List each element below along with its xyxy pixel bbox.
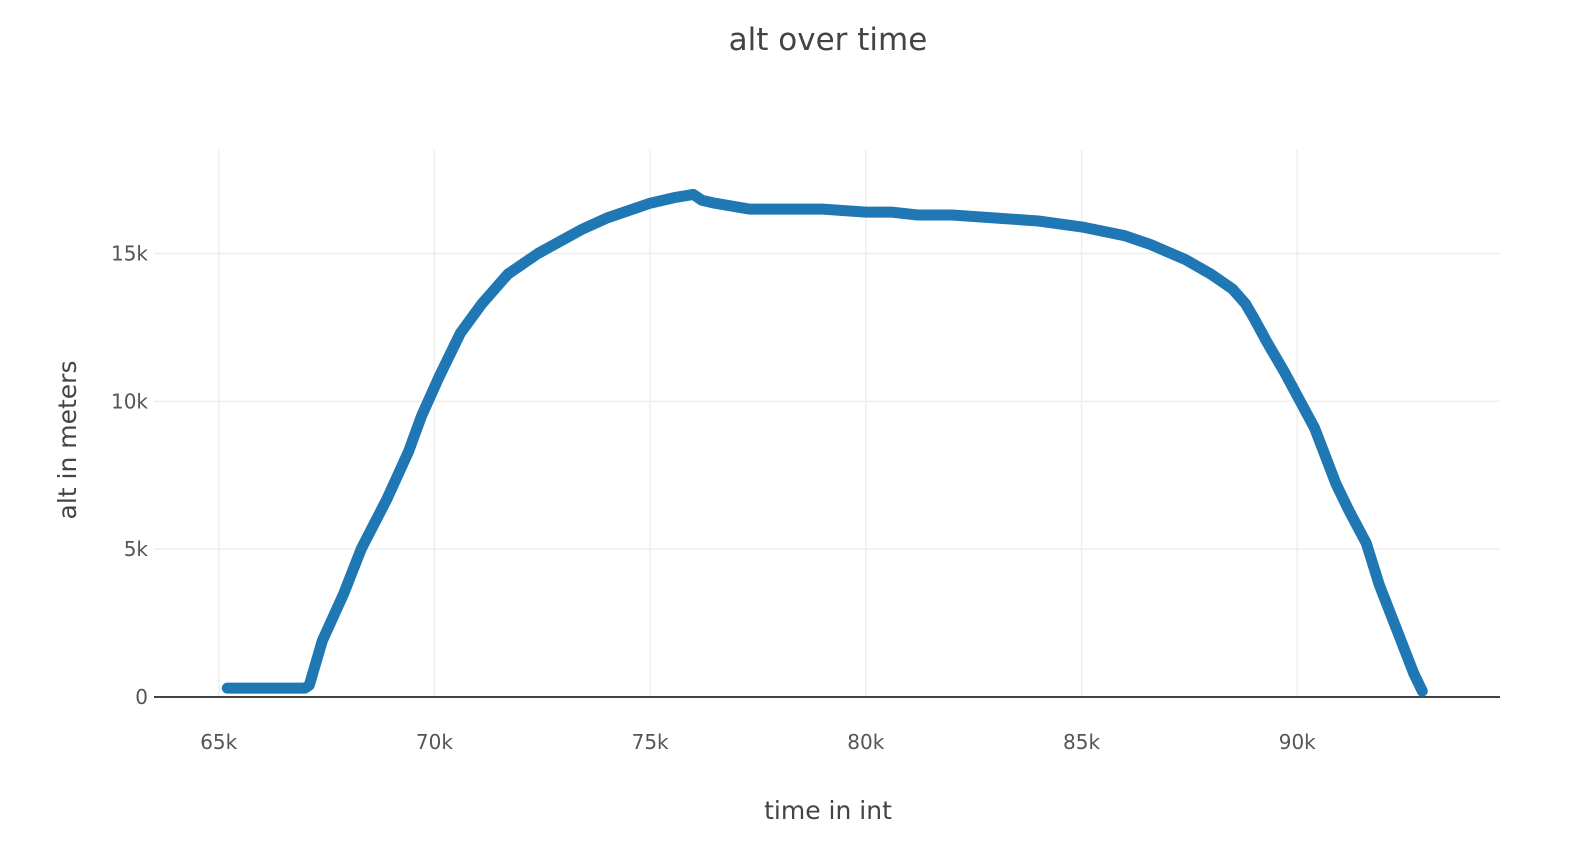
x-axis-ticks: 65k 70k 75k 80k 85k 90k (200, 730, 1316, 754)
chart-title: alt over time (729, 22, 928, 58)
x-axis-title: time in int (764, 796, 892, 825)
y-tick-label-2: 10k (111, 389, 148, 413)
x-tick-label-2: 75k (632, 730, 669, 754)
x-tick-label-0: 65k (200, 730, 237, 754)
x-tick-label-5: 90k (1279, 730, 1316, 754)
y-tick-label-3: 15k (111, 241, 148, 265)
series-group[interactable] (221, 188, 1428, 697)
y-axis-ticks: 0 5k 10k 15k (111, 241, 148, 709)
grid-lines (154, 150, 1500, 697)
y-tick-label-0: 0 (135, 685, 148, 709)
x-tick-label-3: 80k (847, 730, 884, 754)
series-line-0[interactable] (221, 188, 1428, 697)
y-tick-label-1: 5k (124, 537, 149, 561)
x-tick-label-1: 70k (416, 730, 453, 754)
y-axis-title: alt in meters (53, 361, 82, 520)
x-tick-label-4: 85k (1063, 730, 1100, 754)
